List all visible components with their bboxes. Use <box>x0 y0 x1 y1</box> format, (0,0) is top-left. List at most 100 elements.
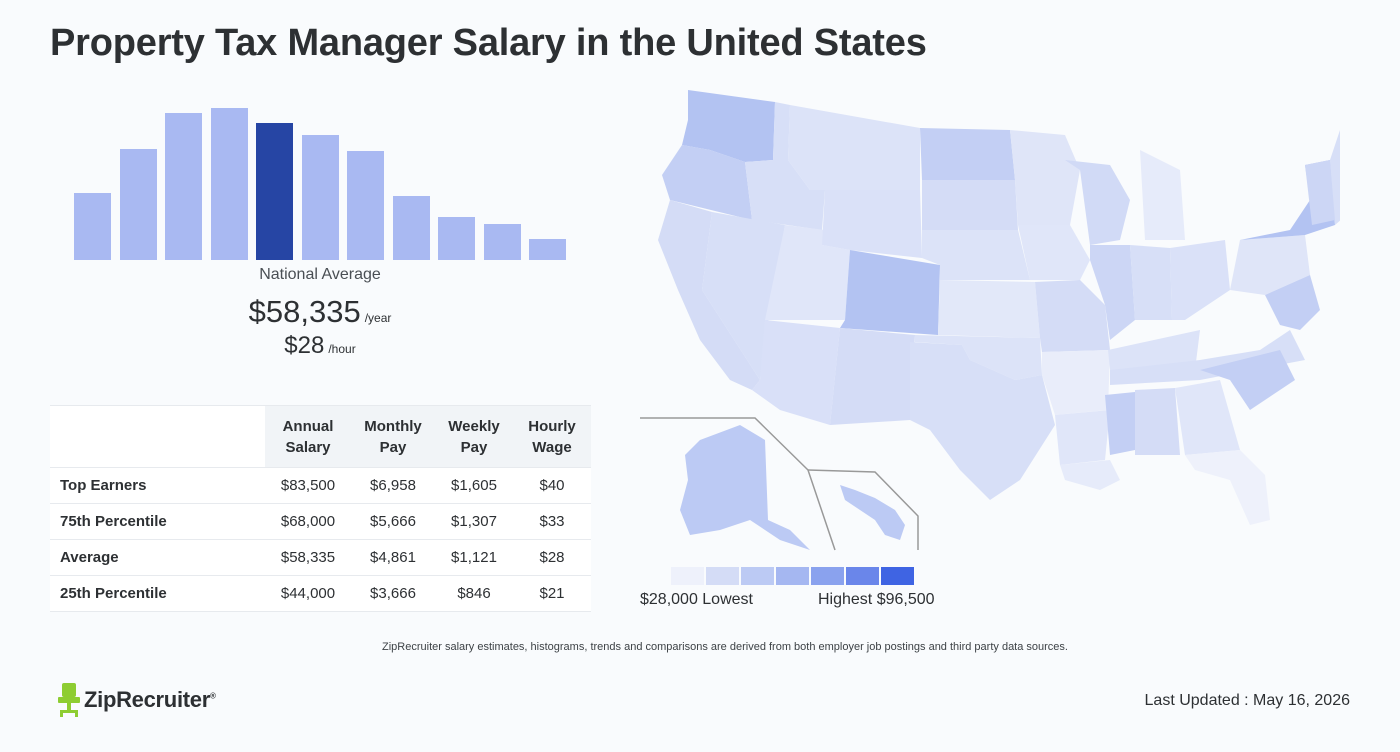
histogram-bar <box>165 113 202 260</box>
last-updated: Last Updated : May 16, 2026 <box>1144 692 1350 709</box>
annual-unit: /year <box>364 311 392 325</box>
map-region <box>1010 130 1080 225</box>
map-region <box>1140 150 1185 240</box>
header-monthly-pay: Monthly Pay <box>364 417 422 456</box>
salary-percentile-table: Annual Salary Monthly Pay Weekly Pay Hou… <box>50 405 591 612</box>
map-region <box>1200 350 1295 410</box>
histogram-bar <box>347 151 384 260</box>
legend-swatch <box>776 567 809 585</box>
table-row: Average $58,335 $4,861 $1,121 $28 <box>50 539 591 576</box>
map-region <box>788 105 920 190</box>
map-region-alaska <box>680 425 810 550</box>
row-label: 25th Percentile <box>50 575 265 612</box>
page-title: Property Tax Manager Salary in the Unite… <box>50 22 927 64</box>
histogram-bar <box>529 239 566 260</box>
map-region <box>1105 392 1135 455</box>
cell-monthly: $3,666 <box>351 575 435 612</box>
row-label: Top Earners <box>50 467 265 504</box>
cell-monthly: $5,666 <box>351 503 435 540</box>
map-region <box>1330 130 1340 225</box>
legend-low-label: $28,000 Lowest <box>640 591 753 608</box>
map-region <box>840 250 940 335</box>
table-row: Top Earners $83,500 $6,958 $1,605 $40 <box>50 467 591 504</box>
cell-weekly: $1,605 <box>435 467 513 504</box>
cell-weekly: $1,307 <box>435 503 513 540</box>
map-region-hawaii <box>840 485 905 540</box>
histogram-bar <box>210 108 248 260</box>
ziprecruiter-logo[interactable]: ZipRecruiter® <box>58 683 216 717</box>
map-region <box>1175 380 1240 455</box>
map-region <box>1108 330 1200 370</box>
histogram-bar <box>301 135 339 260</box>
table-header-monthly: Monthly Pay <box>351 405 435 468</box>
map-region <box>1305 160 1335 225</box>
us-salary-map <box>640 90 1340 551</box>
histogram-bar <box>74 193 111 260</box>
table-row: 25th Percentile $44,000 $3,666 $846 $21 <box>50 575 591 612</box>
legend-high-label: Highest $96,500 <box>818 591 935 608</box>
hourly-average: $28/hour <box>70 332 570 360</box>
table-header-blank <box>50 405 265 468</box>
map-region <box>910 342 1055 500</box>
map-region <box>922 230 1030 280</box>
chair-icon <box>58 683 80 717</box>
inset-border <box>807 469 919 550</box>
histogram-bar <box>256 123 293 260</box>
map-region <box>1065 160 1130 245</box>
salary-histogram <box>70 95 570 260</box>
map-region <box>938 280 1040 338</box>
cell-annual: $44,000 <box>265 575 351 612</box>
disclaimer-text: ZipRecruiter salary estimates, histogram… <box>382 641 1068 653</box>
legend-swatch <box>671 567 704 585</box>
cell-weekly: $846 <box>435 575 513 612</box>
map-region <box>1130 245 1172 320</box>
legend-swatch <box>811 567 844 585</box>
map-region <box>915 335 1042 380</box>
legend-swatch <box>881 567 914 585</box>
cell-hourly: $28 <box>513 539 591 576</box>
map-region <box>682 90 775 162</box>
cell-annual: $83,500 <box>265 467 351 504</box>
map-region <box>830 328 915 425</box>
map-legend <box>671 567 916 585</box>
legend-swatch <box>846 567 879 585</box>
map-region <box>1018 225 1090 280</box>
header-annual-salary: Annual Salary <box>282 417 334 456</box>
map-region <box>1135 388 1180 455</box>
map-region <box>922 180 1018 230</box>
histogram-bar <box>438 217 475 260</box>
cell-monthly: $4,861 <box>351 539 435 576</box>
cell-monthly: $6,958 <box>351 467 435 504</box>
table-header-row: Annual Salary Monthly Pay Weekly Pay Hou… <box>50 405 591 468</box>
map-region <box>745 102 825 230</box>
map-region <box>752 320 840 425</box>
histogram-bar <box>119 149 157 260</box>
cell-hourly: $33 <box>513 503 591 540</box>
map-region <box>1090 245 1135 340</box>
inset-border <box>640 417 836 551</box>
table-header-hourly: Hourly Wage <box>513 405 591 468</box>
cell-hourly: $21 <box>513 575 591 612</box>
annual-average-value: $58,335 <box>248 294 361 329</box>
hourly-average-value: $28 <box>284 332 325 359</box>
cell-annual: $68,000 <box>265 503 351 540</box>
histogram-bar <box>392 196 430 260</box>
map-region <box>1110 330 1305 385</box>
map-region <box>822 190 922 258</box>
map-region <box>1230 235 1310 295</box>
map-region <box>662 145 752 220</box>
table-row: 75th Percentile $68,000 $5,666 $1,307 $3… <box>50 503 591 540</box>
legend-swatch <box>741 567 774 585</box>
brand-name: ZipRecruiter® <box>84 687 216 713</box>
row-label: Average <box>50 539 265 576</box>
national-average-label: National Average <box>259 266 381 283</box>
brand-registered-mark: ® <box>209 691 216 701</box>
brand-text: ZipRecruiter <box>84 687 210 712</box>
map-region <box>1055 410 1110 465</box>
cell-annual: $58,335 <box>265 539 351 576</box>
hourly-unit: /hour <box>328 342 356 356</box>
table-header-weekly: Weekly Pay <box>435 405 513 468</box>
map-region <box>920 128 1015 180</box>
map-region <box>1060 460 1120 490</box>
histogram-bar <box>483 224 521 260</box>
